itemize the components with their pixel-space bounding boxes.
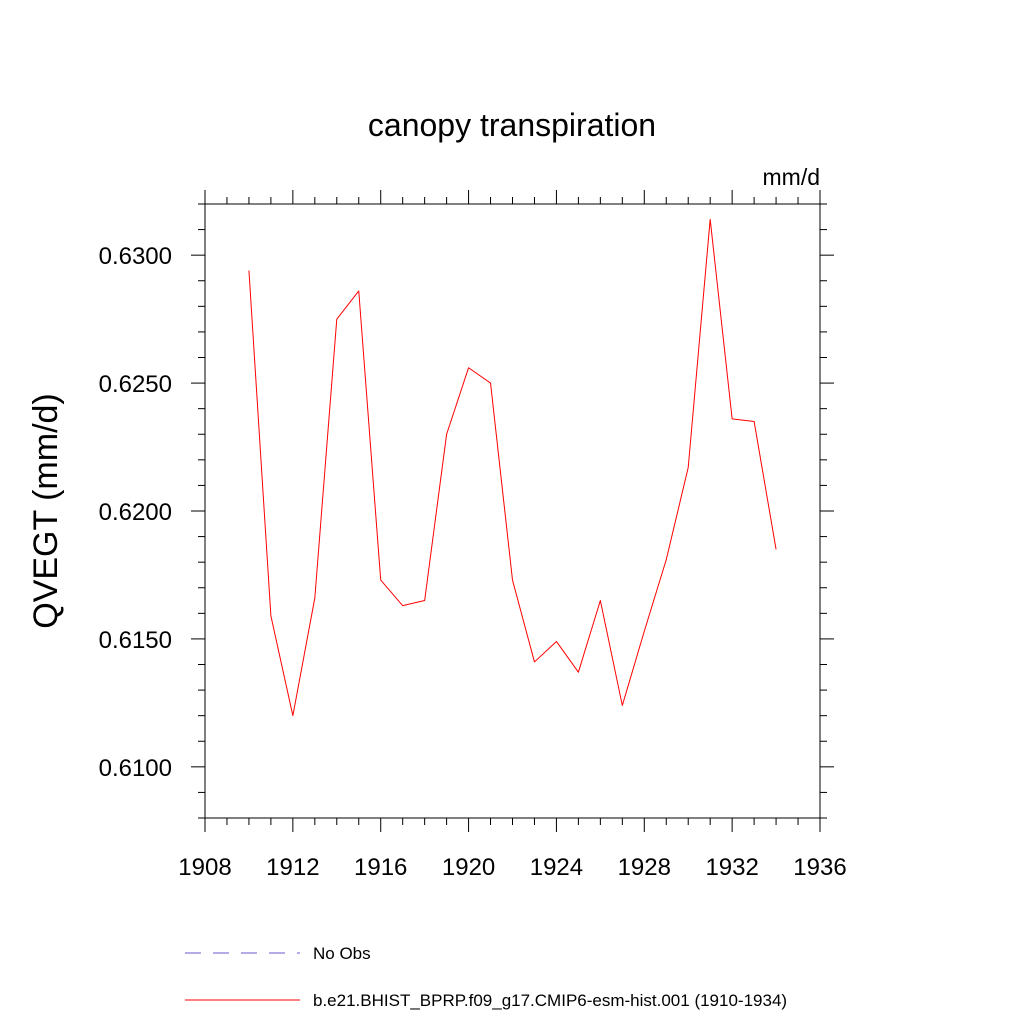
y-tick-label: 0.6100	[99, 755, 172, 782]
x-tick-label: 1924	[530, 854, 583, 881]
series-line	[248, 218, 777, 717]
y-tick-label: 0.6300	[99, 243, 172, 270]
legend-label: b.e21.BHIST_BPRP.f09_g17.CMIP6-esm-hist.…	[313, 991, 787, 1010]
x-tick-label: 1928	[618, 854, 671, 881]
y-tick-label: 0.6150	[99, 627, 172, 654]
x-tick-label: 1936	[793, 854, 846, 881]
y-tick-label: 0.6200	[99, 499, 172, 526]
legend: No Obs b.e21.BHIST_BPRP.f09_g17.CMIP6-esm…	[185, 944, 787, 1010]
x-tick-labels: 1908 1912 1916 1920 1924 1928 1932 1936	[178, 854, 846, 881]
x-tick-label: 1908	[178, 854, 231, 881]
x-tick-label: 1912	[266, 854, 319, 881]
x-tick-label: 1920	[442, 854, 495, 881]
plot-frame	[204, 203, 821, 819]
series-lines	[248, 218, 777, 717]
y-tick-labels: 0.6100 0.6150 0.6200 0.6250 0.6300	[99, 243, 172, 782]
tick-marks	[191, 190, 834, 832]
y-axis-label: QVEGT (mm/d)	[27, 393, 65, 629]
units-label: mm/d	[763, 164, 821, 190]
x-tick-label: 1932	[705, 854, 758, 881]
x-tick-label: 1916	[354, 854, 407, 881]
chart-title: canopy transpiration	[368, 107, 656, 143]
legend-label: No Obs	[313, 944, 371, 963]
y-tick-label: 0.6250	[99, 371, 172, 398]
